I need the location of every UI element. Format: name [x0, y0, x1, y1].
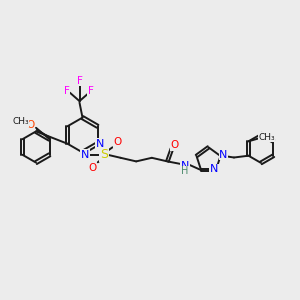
Text: CH₃: CH₃ [12, 117, 29, 126]
Text: F: F [76, 76, 82, 86]
Text: H: H [182, 166, 189, 176]
Text: O: O [113, 137, 122, 147]
Text: O: O [26, 120, 35, 130]
Text: N: N [181, 161, 189, 171]
Text: N: N [96, 139, 104, 149]
Text: N: N [81, 150, 89, 160]
Text: N: N [210, 164, 218, 175]
Text: O: O [88, 163, 96, 173]
Text: F: F [88, 86, 94, 96]
Text: N: N [219, 149, 228, 160]
Text: F: F [64, 86, 70, 96]
Text: CH₃: CH₃ [258, 133, 275, 142]
Text: S: S [100, 148, 108, 161]
Text: O: O [171, 140, 179, 150]
